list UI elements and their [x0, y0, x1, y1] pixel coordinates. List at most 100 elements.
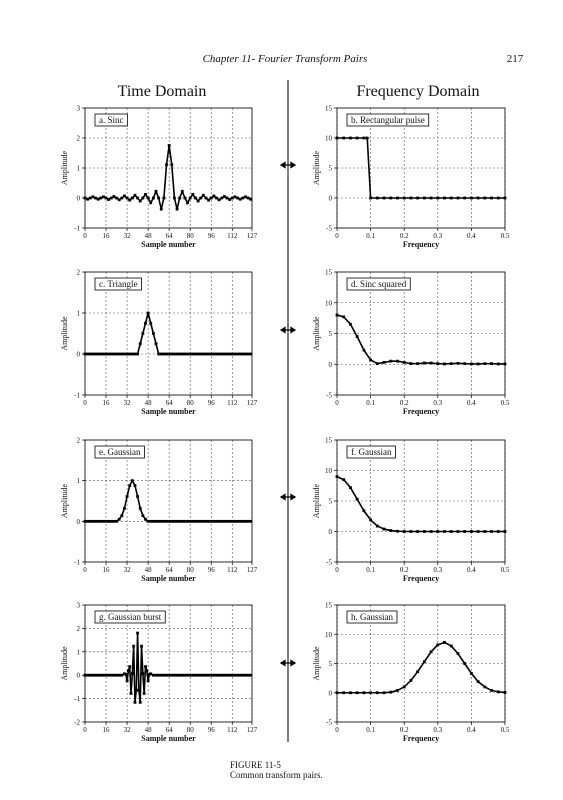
data-point: [470, 196, 473, 200]
data-point: [138, 342, 142, 346]
data-point: [149, 201, 153, 205]
y-tick-label: 1: [77, 648, 81, 656]
data-point: [490, 362, 493, 366]
panel-label: d. Sinc squared: [351, 279, 407, 289]
x-tick-label: 16: [103, 566, 111, 574]
data-point: [112, 352, 116, 356]
x-tick-label: 127: [247, 232, 258, 240]
data-point: [194, 519, 197, 523]
data-point: [470, 362, 473, 366]
data-point: [128, 665, 132, 668]
data-point: [238, 673, 242, 677]
x-tick-label: 96: [208, 399, 216, 407]
data-point: [209, 196, 213, 200]
data-point: [96, 197, 100, 201]
data-point: [128, 352, 132, 356]
x-tick-label: 32: [124, 566, 132, 574]
x-tick-label: 127: [247, 399, 258, 407]
data-point: [186, 352, 189, 356]
data-point: [382, 527, 386, 531]
data-point: [196, 199, 200, 203]
data-point: [369, 518, 372, 522]
x-axis-label: Frequency: [403, 574, 439, 583]
data-point: [222, 195, 226, 198]
data-point: [222, 673, 226, 677]
data-point: [204, 673, 208, 677]
y-tick-label: 0: [329, 195, 333, 203]
data-point: [173, 519, 176, 523]
data-point: [180, 190, 184, 193]
data-point: [154, 519, 158, 523]
x-tick-label: 80: [187, 232, 195, 240]
data-point: [154, 190, 158, 193]
y-tick-label: 0: [329, 689, 333, 697]
data-point: [402, 196, 406, 200]
data-point: [146, 196, 150, 200]
x-tick-label: 48: [145, 566, 153, 574]
data-point: [212, 352, 216, 356]
data-point: [349, 486, 352, 489]
data-point: [83, 519, 87, 523]
data-point: [175, 673, 179, 677]
data-point: [96, 519, 100, 523]
data-point: [249, 519, 253, 523]
y-tick-label: 0: [329, 361, 333, 369]
data-point: [409, 196, 413, 200]
data-point: [496, 196, 500, 200]
data-point: [207, 352, 211, 356]
x-axis-label: Frequency: [403, 407, 439, 416]
data-point: [170, 352, 174, 356]
data-point: [104, 352, 108, 356]
data-point: [162, 196, 166, 200]
x-tick-label: 16: [103, 726, 111, 734]
data-line: [85, 312, 251, 355]
data-point: [217, 352, 221, 356]
x-tick-label: 0.1: [366, 399, 375, 407]
data-point: [228, 198, 232, 201]
plot-frame: [84, 271, 253, 396]
x-tick-label: 80: [187, 566, 195, 574]
data-point: [151, 332, 155, 335]
data-point: [375, 691, 379, 695]
data-point: [503, 362, 507, 366]
data-point: [91, 519, 95, 523]
data-point: [86, 352, 90, 356]
data-point: [146, 679, 150, 683]
data-point: [496, 530, 500, 533]
data-point: [144, 665, 147, 668]
data-point: [109, 196, 113, 200]
data-point: [109, 519, 113, 523]
x-tick-label: 0: [83, 726, 87, 734]
data-point: [138, 506, 142, 510]
data-point: [151, 519, 155, 523]
data-point: [463, 196, 467, 200]
y-tick-label: 5: [329, 165, 333, 173]
data-point: [117, 198, 121, 202]
data-point: [136, 196, 139, 200]
data-point: [149, 519, 153, 523]
data-point: [115, 196, 118, 200]
x-axis-label: Sample number: [141, 574, 196, 583]
data-point: [449, 362, 453, 366]
x-tick-label: 80: [187, 399, 195, 407]
x-tick-label: 0.2: [400, 232, 409, 240]
data-point: [456, 652, 460, 655]
x-tick-label: 64: [166, 399, 174, 407]
data-point: [199, 196, 203, 200]
x-tick-label: 32: [124, 726, 132, 734]
data-point: [416, 196, 420, 200]
data-point: [175, 519, 179, 523]
x-tick-label: 32: [124, 232, 132, 240]
data-point: [220, 673, 224, 677]
x-tick-label: 0: [83, 399, 87, 407]
data-point: [104, 196, 108, 200]
x-tick-label: 0: [335, 232, 339, 240]
x-tick-label: 0.5: [501, 232, 510, 240]
y-tick-label: 15: [325, 105, 333, 113]
column-heading: Frequency Domain: [356, 83, 479, 100]
data-point: [199, 673, 203, 677]
data-point: [141, 332, 145, 335]
x-axis-label: Sample number: [141, 407, 196, 416]
data-point: [123, 194, 126, 198]
